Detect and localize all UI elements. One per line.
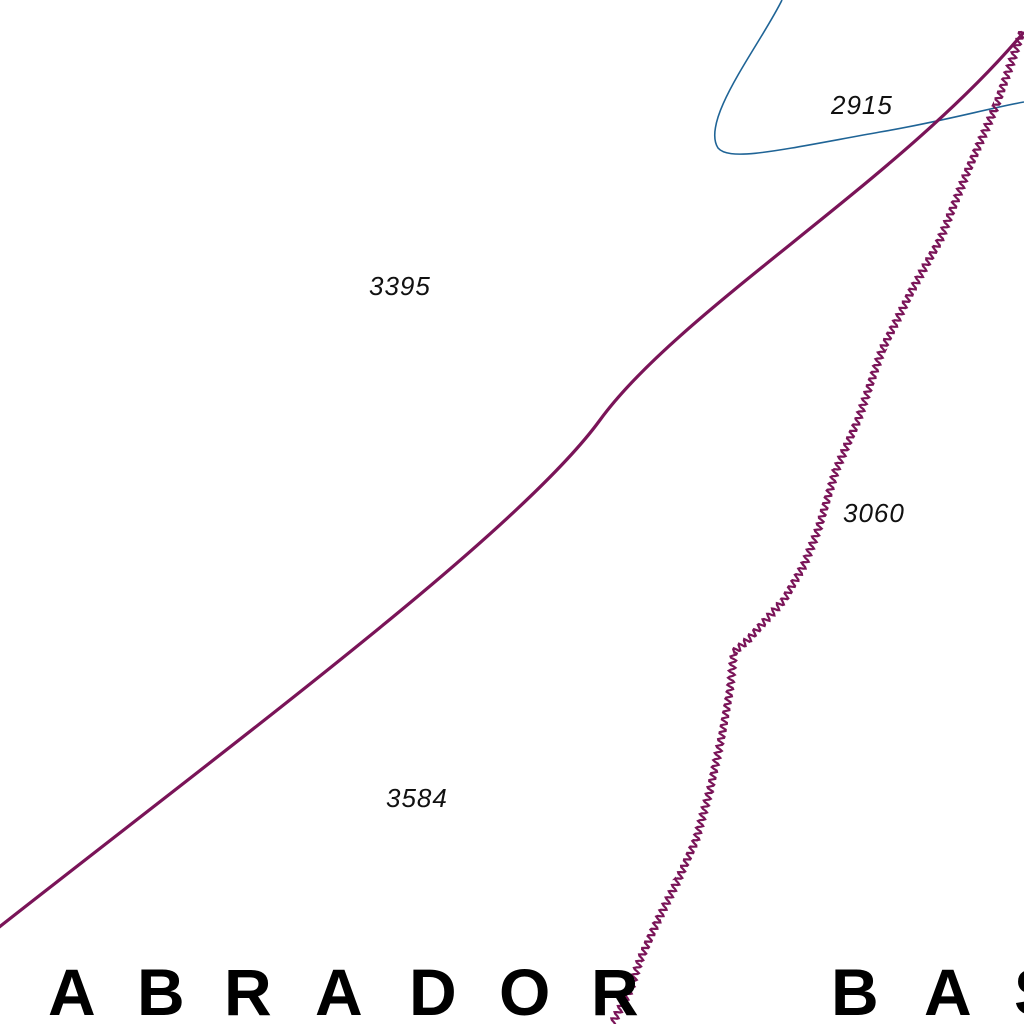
depth-contour <box>713 0 1024 155</box>
region-label-letter: A <box>48 955 96 1024</box>
sounding-3060: 3060 <box>843 498 905 528</box>
sounding-3584: 3584 <box>386 783 448 813</box>
maritime-limit-line <box>0 30 1024 929</box>
region-label-letter: A <box>924 955 972 1024</box>
sounding-3395: 3395 <box>369 271 431 301</box>
wavy-boundary-line <box>609 30 1024 1024</box>
region-label-letter: R <box>224 955 272 1024</box>
region-label-letter: S <box>1014 955 1024 1024</box>
region-label-letter: B <box>831 955 879 1024</box>
sounding-2915: 2915 <box>830 90 893 120</box>
region-label-letter: D <box>409 955 457 1024</box>
region-label-letter: O <box>499 955 550 1024</box>
region-label: A B R A D O R B A S <box>48 955 1024 1024</box>
region-label-letter: A <box>315 955 363 1024</box>
region-label-letter: R <box>591 955 639 1024</box>
region-label-letter: B <box>137 955 185 1024</box>
